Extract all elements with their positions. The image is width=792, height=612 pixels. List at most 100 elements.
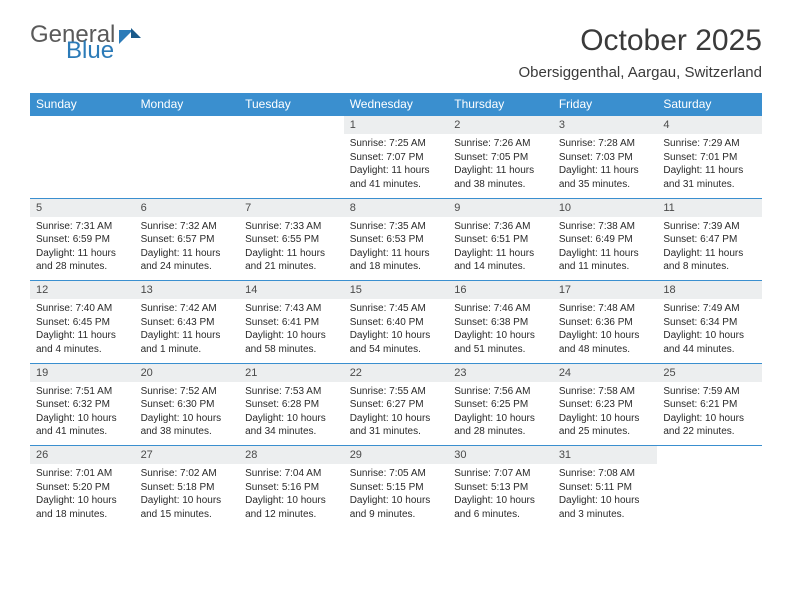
daylight-line1: Daylight: 11 hours [245,247,338,261]
daylight-line1: Daylight: 10 hours [245,412,338,426]
day-cell: Sunrise: 7:28 AMSunset: 7:03 PMDaylight:… [553,134,658,198]
day-cell: Sunrise: 7:53 AMSunset: 6:28 PMDaylight:… [239,382,344,446]
sunset-text: Sunset: 6:43 PM [141,316,234,330]
day-cell: Sunrise: 7:25 AMSunset: 7:07 PMDaylight:… [344,134,449,198]
day-cell: Sunrise: 7:39 AMSunset: 6:47 PMDaylight:… [657,217,762,281]
day-number: 15 [344,281,449,300]
sunset-text: Sunset: 6:27 PM [350,398,443,412]
sunrise-text: Sunrise: 7:05 AM [350,467,443,481]
sunset-text: Sunset: 7:01 PM [663,151,756,165]
day-cell: Sunrise: 7:55 AMSunset: 6:27 PMDaylight:… [344,382,449,446]
daylight-line2: and 3 minutes. [559,508,652,522]
sunset-text: Sunset: 6:36 PM [559,316,652,330]
day-cell: Sunrise: 7:32 AMSunset: 6:57 PMDaylight:… [135,217,240,281]
daylight-line2: and 51 minutes. [454,343,547,357]
daylight-line1: Daylight: 11 hours [141,247,234,261]
data-row: Sunrise: 7:25 AMSunset: 7:07 PMDaylight:… [30,134,762,198]
sunrise-text: Sunrise: 7:07 AM [454,467,547,481]
sunset-text: Sunset: 6:51 PM [454,233,547,247]
day-number: 17 [553,281,658,300]
sunset-text: Sunset: 5:20 PM [36,481,129,495]
day-cell: Sunrise: 7:56 AMSunset: 6:25 PMDaylight:… [448,382,553,446]
day-cell: Sunrise: 7:33 AMSunset: 6:55 PMDaylight:… [239,217,344,281]
daylight-line2: and 31 minutes. [350,425,443,439]
dayname-header: Thursday [448,93,553,116]
day-number: 7 [239,198,344,217]
daylight-line2: and 25 minutes. [559,425,652,439]
dayname-header: Friday [553,93,658,116]
day-number: 1 [344,116,449,135]
daylight-line2: and 41 minutes. [36,425,129,439]
daylight-line1: Daylight: 11 hours [559,247,652,261]
sunrise-text: Sunrise: 7:42 AM [141,302,234,316]
day-number: 3 [553,116,658,135]
daylight-line2: and 34 minutes. [245,425,338,439]
sunset-text: Sunset: 6:53 PM [350,233,443,247]
daylight-line2: and 38 minutes. [141,425,234,439]
daylight-line2: and 38 minutes. [454,178,547,192]
sunset-text: Sunset: 7:07 PM [350,151,443,165]
sunset-text: Sunset: 6:47 PM [663,233,756,247]
sunset-text: Sunset: 6:55 PM [245,233,338,247]
daylight-line1: Daylight: 11 hours [350,247,443,261]
daylight-line2: and 22 minutes. [663,425,756,439]
day-cell: Sunrise: 7:04 AMSunset: 5:16 PMDaylight:… [239,464,344,528]
day-number: 14 [239,281,344,300]
sunrise-text: Sunrise: 7:59 AM [663,385,756,399]
day-cell [30,134,135,198]
day-cell: Sunrise: 7:07 AMSunset: 5:13 PMDaylight:… [448,464,553,528]
day-cell: Sunrise: 7:45 AMSunset: 6:40 PMDaylight:… [344,299,449,363]
daylight-line2: and 4 minutes. [36,343,129,357]
day-number: 20 [135,363,240,382]
data-row: Sunrise: 7:51 AMSunset: 6:32 PMDaylight:… [30,382,762,446]
daylight-line2: and 44 minutes. [663,343,756,357]
day-number: 21 [239,363,344,382]
header-row: General Blue October 2025 Obersiggenthal… [30,24,762,81]
day-cell: Sunrise: 7:31 AMSunset: 6:59 PMDaylight:… [30,217,135,281]
sunset-text: Sunset: 6:59 PM [36,233,129,247]
sunset-text: Sunset: 6:49 PM [559,233,652,247]
daylight-line2: and 11 minutes. [559,260,652,274]
daylight-line2: and 54 minutes. [350,343,443,357]
day-cell: Sunrise: 7:26 AMSunset: 7:05 PMDaylight:… [448,134,553,198]
daylight-line2: and 31 minutes. [663,178,756,192]
day-cell: Sunrise: 7:49 AMSunset: 6:34 PMDaylight:… [657,299,762,363]
sunset-text: Sunset: 6:21 PM [663,398,756,412]
sunrise-text: Sunrise: 7:52 AM [141,385,234,399]
sunrise-text: Sunrise: 7:53 AM [245,385,338,399]
logo-triangle2-icon [131,28,141,38]
day-cell: Sunrise: 7:02 AMSunset: 5:18 PMDaylight:… [135,464,240,528]
day-number: 11 [657,198,762,217]
daylight-line1: Daylight: 10 hours [245,329,338,343]
day-number: 5 [30,198,135,217]
sunset-text: Sunset: 7:05 PM [454,151,547,165]
daylight-line1: Daylight: 10 hours [454,329,547,343]
dayname-header: Monday [135,93,240,116]
sunset-text: Sunset: 5:16 PM [245,481,338,495]
day-number [30,116,135,135]
day-cell: Sunrise: 7:36 AMSunset: 6:51 PMDaylight:… [448,217,553,281]
day-number [239,116,344,135]
sunrise-text: Sunrise: 7:49 AM [663,302,756,316]
sunset-text: Sunset: 6:23 PM [559,398,652,412]
day-number: 4 [657,116,762,135]
daylight-line2: and 24 minutes. [141,260,234,274]
daylight-line2: and 8 minutes. [663,260,756,274]
daylight-line2: and 21 minutes. [245,260,338,274]
day-number [657,446,762,465]
daylight-line1: Daylight: 10 hours [454,412,547,426]
sunrise-text: Sunrise: 7:32 AM [141,220,234,234]
calendar-table: SundayMondayTuesdayWednesdayThursdayFrid… [30,93,762,528]
day-cell: Sunrise: 7:59 AMSunset: 6:21 PMDaylight:… [657,382,762,446]
day-cell: Sunrise: 7:05 AMSunset: 5:15 PMDaylight:… [344,464,449,528]
day-number: 28 [239,446,344,465]
sunrise-text: Sunrise: 7:56 AM [454,385,547,399]
day-number: 19 [30,363,135,382]
sunset-text: Sunset: 6:34 PM [663,316,756,330]
day-cell: Sunrise: 7:40 AMSunset: 6:45 PMDaylight:… [30,299,135,363]
sunrise-text: Sunrise: 7:36 AM [454,220,547,234]
dayname-header: Wednesday [344,93,449,116]
daylight-line1: Daylight: 10 hours [454,494,547,508]
day-number: 8 [344,198,449,217]
sunset-text: Sunset: 5:11 PM [559,481,652,495]
